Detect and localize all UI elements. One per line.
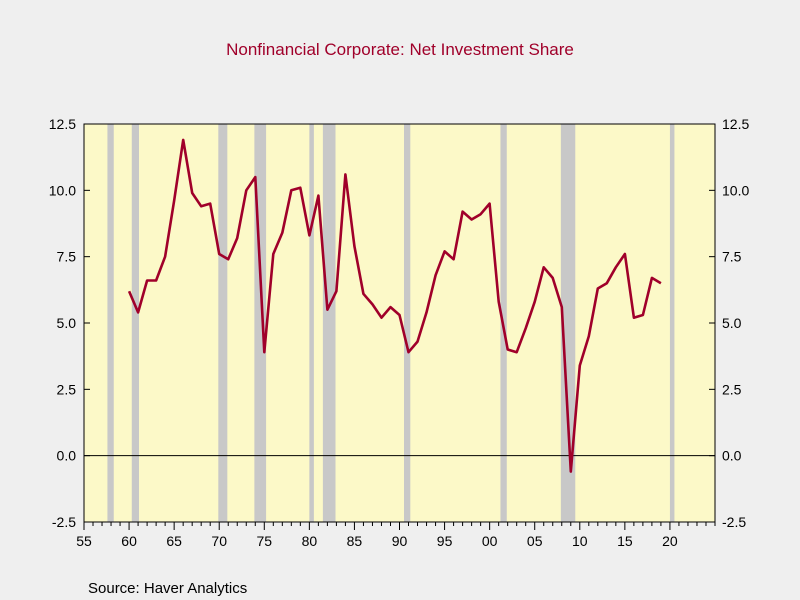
- y-tick-label-right: 2.5: [722, 381, 742, 397]
- x-tick-label: 95: [437, 533, 453, 549]
- recession-band: [131, 124, 139, 522]
- recession-band: [254, 124, 267, 522]
- x-tick-label: 75: [256, 533, 272, 549]
- y-tick-label-left: 0.0: [57, 448, 77, 464]
- x-tick-label: 65: [166, 533, 182, 549]
- y-tick-label-left: 2.5: [57, 381, 77, 397]
- x-tick-label: 80: [302, 533, 318, 549]
- recession-band: [560, 124, 576, 522]
- x-tick-label: 00: [482, 533, 498, 549]
- y-tick-label-left: 5.0: [57, 315, 77, 331]
- y-tick-label-right: -2.5: [722, 514, 746, 530]
- y-tick-label-left: 7.5: [57, 249, 77, 265]
- source-note: Source: Haver Analytics: [88, 580, 247, 597]
- x-tick-label: 20: [662, 533, 678, 549]
- recession-band: [322, 124, 336, 522]
- x-tick-label: 15: [617, 533, 633, 549]
- x-tick-label: 10: [572, 533, 588, 549]
- recession-band: [107, 124, 114, 522]
- chart-title: Nonfinancial Corporate: Net Investment S…: [226, 40, 574, 59]
- y-tick-label-right: 10.0: [722, 182, 749, 198]
- y-tick-label-right: 0.0: [722, 448, 742, 464]
- x-tick-label: 90: [392, 533, 408, 549]
- y-tick-label-left: 12.5: [49, 116, 76, 132]
- recession-band: [218, 124, 228, 522]
- x-tick-label: 70: [211, 533, 227, 549]
- recession-band: [404, 124, 411, 522]
- x-tick-label: 55: [76, 533, 92, 549]
- plot-background: [84, 124, 715, 522]
- y-tick-label-left: -2.5: [52, 514, 76, 530]
- plot-area: -2.5 -2.5 0.0 0.0 2.5 2.5 5.0 5.0 7.5 7.5 10.0 10.0…: [49, 116, 750, 549]
- y-tick-label-right: 12.5: [722, 116, 749, 132]
- x-tick-label: 60: [121, 533, 137, 549]
- y-tick-label-right: 5.0: [722, 315, 742, 331]
- y-tick-label-left: 10.0: [49, 182, 76, 198]
- x-tick-label: 85: [347, 533, 363, 549]
- y-tick-label-right: 7.5: [722, 249, 742, 265]
- series-line: [127, 138, 662, 473]
- recession-band: [309, 124, 314, 522]
- recession-band: [669, 124, 675, 522]
- x-tick-label: 05: [527, 533, 543, 549]
